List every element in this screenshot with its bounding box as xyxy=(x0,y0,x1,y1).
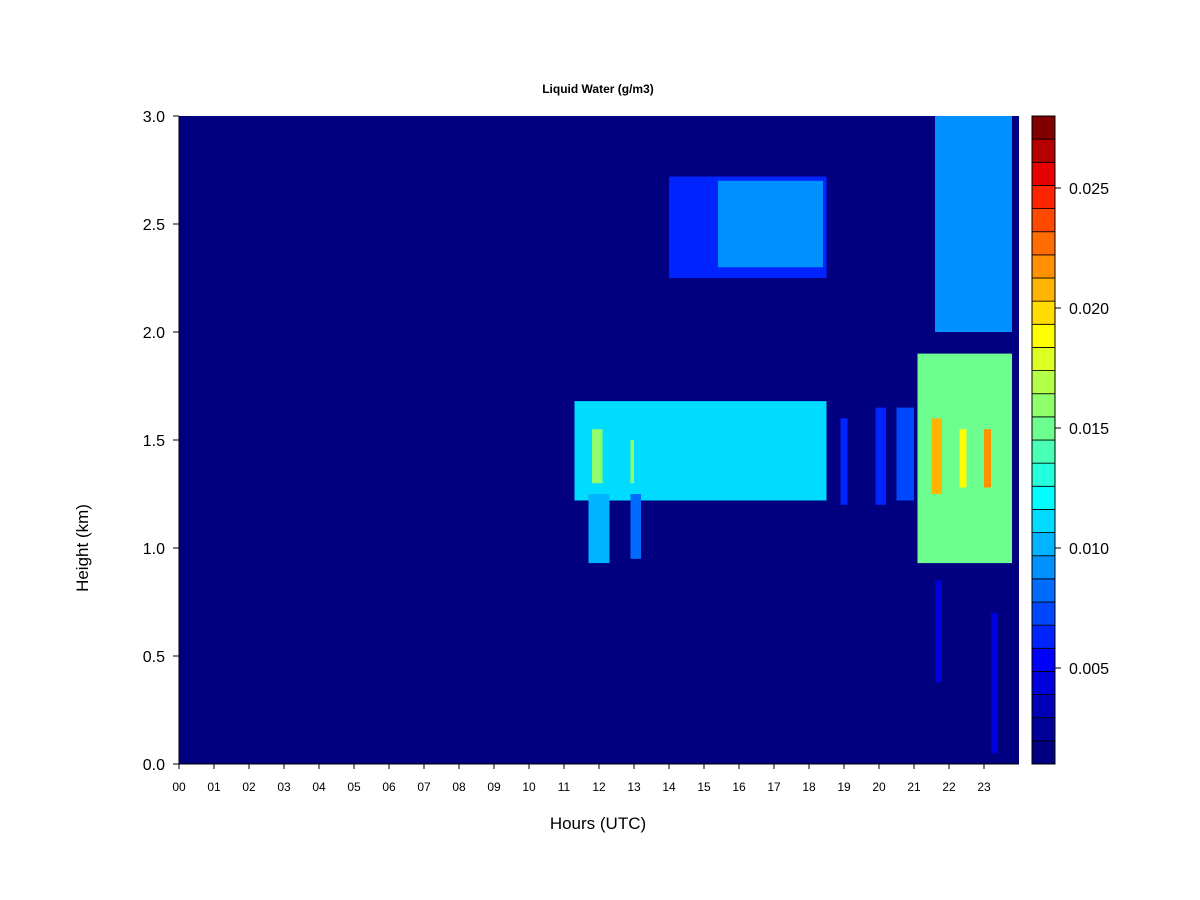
x-tick-label: 19 xyxy=(837,780,851,794)
colorbar-segment xyxy=(1031,624,1056,649)
colorbar-segment xyxy=(1031,485,1056,510)
x-axis-label: Hours (UTC) xyxy=(550,814,646,833)
colorbar-segment xyxy=(1031,416,1056,441)
heatmap-cell xyxy=(991,612,998,754)
heatmap-cell xyxy=(984,429,991,488)
heatmap-cell xyxy=(875,407,886,505)
colorbar-segment xyxy=(1031,647,1056,672)
x-tick-label: 09 xyxy=(487,780,501,794)
x-axis: 00 01 02 03 04 05 06 07 08 09 10 11 12 13 14 15 16 17 18 19… xyxy=(172,763,1019,794)
colorbar-tick-label: 0.015 xyxy=(1069,421,1109,438)
colorbar-tick-label: 0.020 xyxy=(1069,301,1109,318)
heatmap-cell xyxy=(935,116,1012,332)
x-tick-label: 20 xyxy=(872,780,886,794)
y-tick-label: 2.5 xyxy=(143,217,165,234)
colorbar-segment xyxy=(1031,347,1056,371)
x-tick-label: 05 xyxy=(347,780,361,794)
y-axis: 0.0 0.5 1.0 1.5 2.0 2.5 3.0 xyxy=(143,109,180,774)
x-tick-label: 07 xyxy=(417,780,431,794)
x-tick-label: 02 xyxy=(242,780,256,794)
x-tick-label: 14 xyxy=(662,780,676,794)
colorbar-frame xyxy=(1031,115,1056,765)
colorbar-segment xyxy=(1031,185,1056,209)
x-tick-label: 04 xyxy=(312,780,326,794)
colorbar xyxy=(1031,115,1056,765)
x-tick-label: 03 xyxy=(277,780,291,794)
colorbar-segment xyxy=(1031,578,1056,603)
colorbar-segment xyxy=(1031,555,1056,580)
colorbar-segment xyxy=(1031,231,1056,256)
heatmap-cell xyxy=(959,429,967,488)
colorbar-segment xyxy=(1031,138,1056,163)
colorbar-segment xyxy=(1031,323,1056,348)
colorbar-tick-label: 0.010 xyxy=(1069,541,1109,558)
x-tick-label: 18 xyxy=(802,780,816,794)
x-tick-label: 23 xyxy=(977,780,991,794)
colorbar-segment xyxy=(1031,439,1056,464)
x-tick-label: 10 xyxy=(522,780,536,794)
y-tick-label: 2.0 xyxy=(143,325,165,342)
colorbar-segment xyxy=(1031,462,1056,487)
colorbar-segment xyxy=(1031,694,1056,719)
heatmap-cell xyxy=(896,407,914,501)
y-tick-label: 1.5 xyxy=(143,433,165,450)
heatmap-cell xyxy=(718,180,823,268)
heatmap-cell xyxy=(630,440,634,484)
heatmap-cell xyxy=(574,401,827,501)
colorbar-segment xyxy=(1031,671,1056,695)
x-tick-label: 01 xyxy=(207,780,221,794)
colorbar-segment xyxy=(1031,370,1056,395)
colorbar-segment xyxy=(1031,254,1056,279)
heatmap-cell xyxy=(840,418,848,505)
colorbar-tick-label: 0.005 xyxy=(1069,661,1109,678)
colorbar-segment xyxy=(1031,393,1056,418)
x-tick-label: 08 xyxy=(452,780,466,794)
plot-area xyxy=(179,116,1019,764)
x-tick-label: 00 xyxy=(172,780,186,794)
colorbar-segment xyxy=(1031,115,1056,140)
y-tick-label: 1.0 xyxy=(143,541,165,558)
y-tick-label: 0.5 xyxy=(143,649,165,666)
colorbar-ticks: 0.005 0.010 0.015 0.020 0.025 xyxy=(1055,181,1109,678)
x-tick-label: 17 xyxy=(767,780,781,794)
colorbar-segment xyxy=(1031,740,1056,765)
colorbar-segment xyxy=(1031,208,1056,233)
x-tick-label: 16 xyxy=(732,780,746,794)
heatmap-cell xyxy=(931,418,942,494)
y-tick-label: 3.0 xyxy=(143,109,165,126)
x-tick-label: 11 xyxy=(558,780,571,794)
x-tick-label: 21 xyxy=(907,780,921,794)
heatmap-cell xyxy=(588,494,610,564)
colorbar-segment xyxy=(1031,277,1056,302)
heatmap-cell xyxy=(935,580,942,682)
x-tick-label: 22 xyxy=(942,780,956,794)
heatmap-cell xyxy=(630,494,641,559)
heatmap-cell xyxy=(592,429,603,484)
x-tick-label: 15 xyxy=(697,780,711,794)
x-tick-label: 06 xyxy=(382,780,396,794)
x-tick-label: 12 xyxy=(592,780,606,794)
colorbar-segment xyxy=(1031,509,1056,533)
colorbar-segment xyxy=(1031,300,1056,325)
y-tick-label: 0.0 xyxy=(143,757,165,774)
y-axis-label: Height (km) xyxy=(73,504,92,592)
colorbar-segment xyxy=(1031,532,1056,557)
colorbar-segment xyxy=(1031,161,1056,186)
colorbar-segment xyxy=(1031,601,1056,626)
colorbar-segment xyxy=(1031,717,1056,742)
x-tick-label: 13 xyxy=(627,780,641,794)
colorbar-tick-label: 0.025 xyxy=(1069,181,1109,198)
chart-title: Liquid Water (g/m3) xyxy=(542,82,654,96)
